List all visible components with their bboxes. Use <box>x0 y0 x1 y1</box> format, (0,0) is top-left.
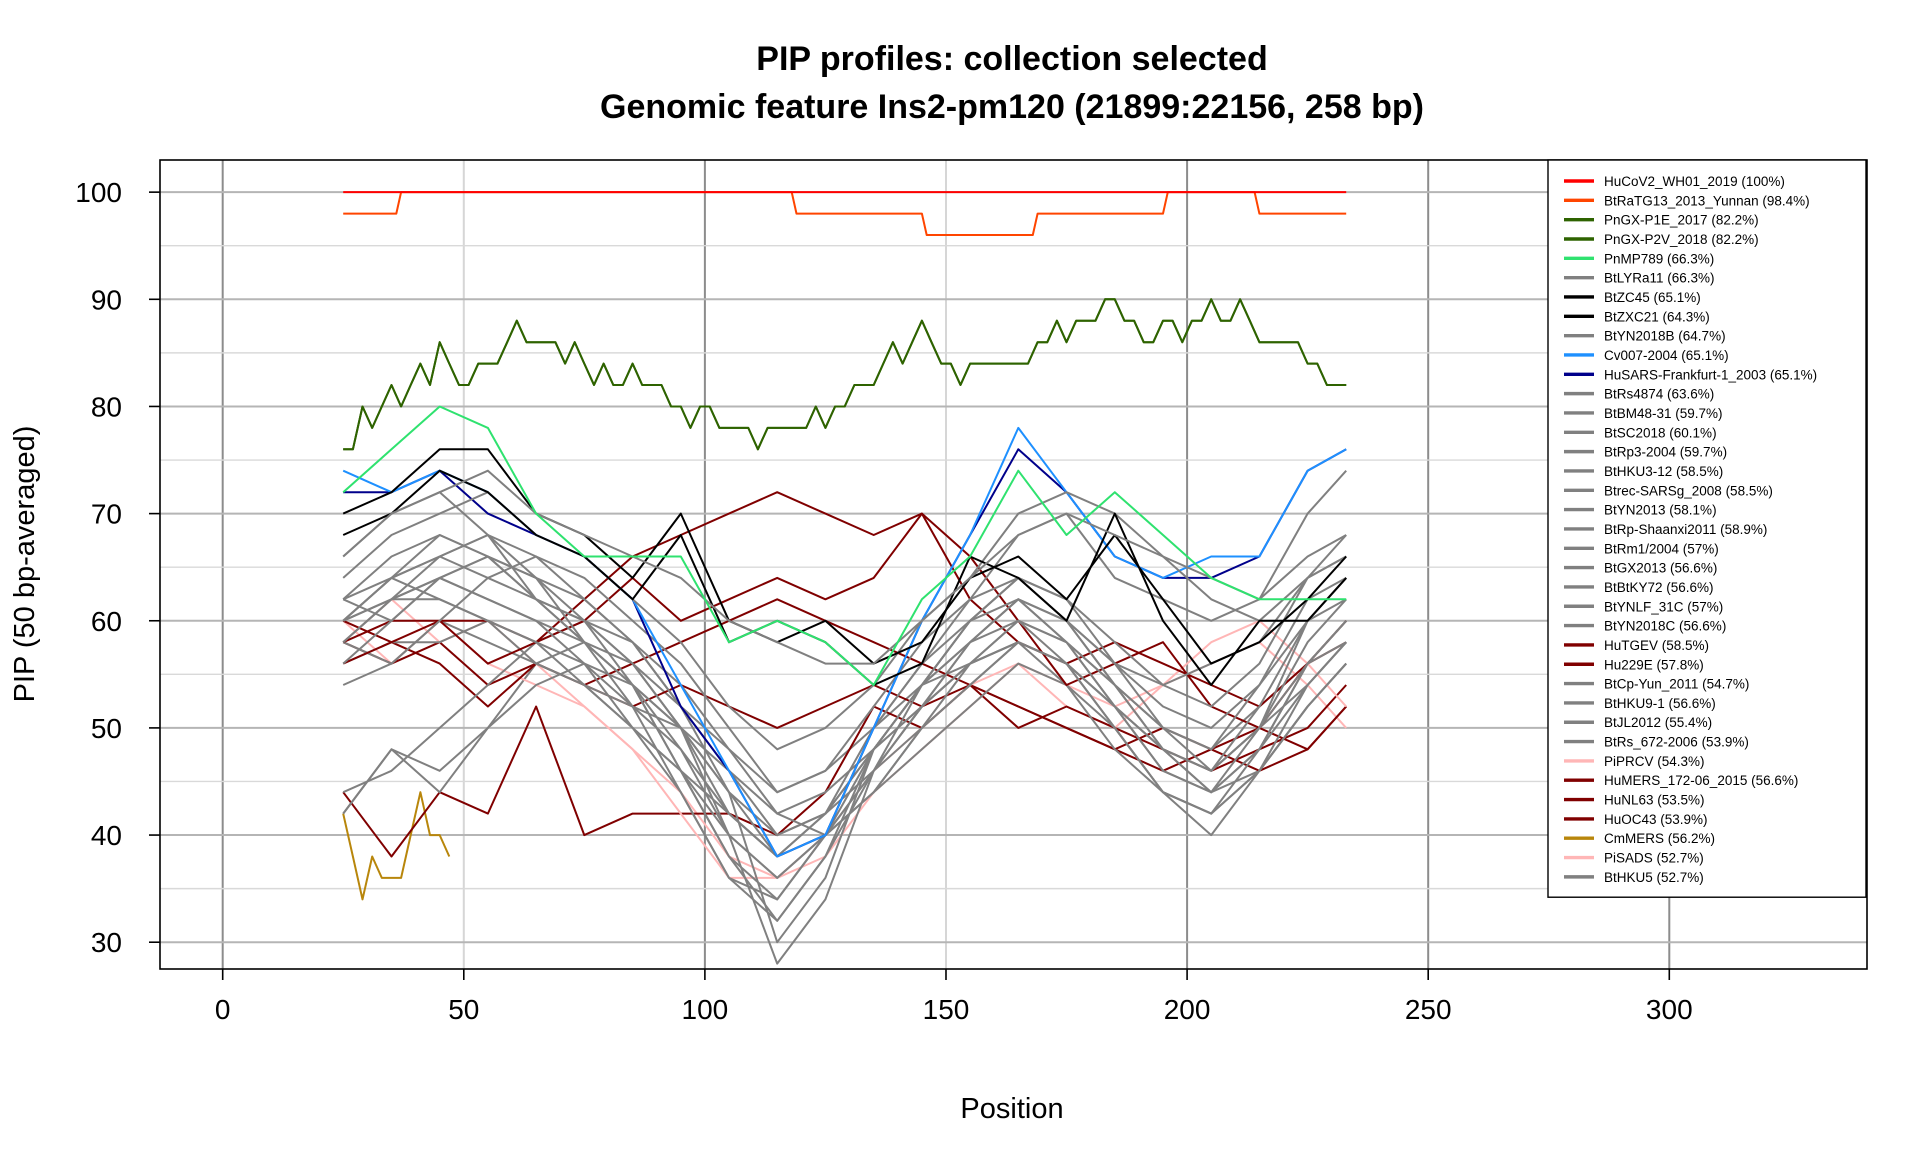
legend-entry: BtRaTG13_2013_Yunnan (98.4%) <box>1604 193 1810 208</box>
series-line <box>343 298 1347 451</box>
legend-entry: BtRs4874 (63.6%) <box>1604 387 1714 402</box>
x-tick-label: 300 <box>1646 994 1693 1025</box>
y-axis-label: PIP (50 bp-averaged) <box>9 426 41 703</box>
legend-entry: PnMP789 (66.3%) <box>1604 251 1714 266</box>
y-tick-label: 90 <box>91 284 122 315</box>
legend-entry: BtYN2018B (64.7%) <box>1604 329 1726 344</box>
legend-entry: BtYN2013 (58.1%) <box>1604 503 1717 518</box>
legend-entry: CmMERS (56.2%) <box>1604 831 1715 846</box>
y-tick-label: 50 <box>91 713 122 744</box>
legend-entry: Btrec-SARSg_2008 (58.5%) <box>1604 483 1773 498</box>
y-tick-label: 100 <box>75 177 122 208</box>
x-tick-label: 150 <box>923 994 970 1025</box>
legend-entry: BtCp-Yun_2011 (54.7%) <box>1604 677 1749 692</box>
legend: HuCoV2_WH01_2019 (100%) BtRaTG13_2013_Yun… <box>1547 159 1867 898</box>
legend-entry: BtYNLF_31C (57%) <box>1604 599 1723 614</box>
legend-entry: HuMERS_172-06_2015 (56.6%) <box>1604 773 1798 788</box>
series-line <box>342 448 1347 665</box>
legend-entry: PiSADS (52.7%) <box>1604 851 1704 866</box>
legend-box <box>1547 159 1867 898</box>
legend-entry: BtHKU5 (52.7%) <box>1604 870 1704 885</box>
x-tick-label: 250 <box>1405 994 1452 1025</box>
legend-entry: Cv007-2004 (65.1%) <box>1604 348 1729 363</box>
legend-entry: BtRm1/2004 (57%) <box>1604 541 1719 556</box>
legend-entry: BtHKU9-1 (56.6%) <box>1604 696 1716 711</box>
series-line <box>342 470 1347 794</box>
legend-entry: BtZC45 (65.1%) <box>1604 290 1701 305</box>
legend-entry: HuOC43 (53.9%) <box>1604 812 1708 827</box>
x-axis-label: Position <box>960 1093 1063 1125</box>
legend-entry: BtZXC21 (64.3%) <box>1604 309 1710 324</box>
legend-entry: Hu229E (57.8%) <box>1604 657 1704 672</box>
series-line <box>342 534 1347 944</box>
legend-entry: BtHKU3-12 (58.5%) <box>1604 464 1723 479</box>
series-line <box>342 555 1347 901</box>
legend-entry: BtRp3-2004 (59.7%) <box>1604 445 1727 460</box>
series-line <box>342 534 1347 965</box>
legend-entry: HuCoV2_WH01_2019 (100%) <box>1604 174 1785 189</box>
legend-entry: BtBtKY72 (56.6%) <box>1604 580 1714 595</box>
legend-entry: HuTGEV (58.5%) <box>1604 638 1709 653</box>
x-tick-label: 50 <box>448 994 479 1025</box>
legend-entry: PnGX-P2V_2018 (82.2%) <box>1604 232 1759 247</box>
legend-entry: PnGX-P1E_2017 (82.2%) <box>1604 213 1759 228</box>
legend-entry: BtJL2012 (55.4%) <box>1604 715 1712 730</box>
series-line <box>342 405 1347 686</box>
x-tick-label: 200 <box>1164 994 1211 1025</box>
legend-entry: BtSC2018 (60.1%) <box>1604 425 1717 440</box>
series-lines <box>342 191 1347 965</box>
legend-entry: BtRs_672-2006 (53.9%) <box>1604 735 1749 750</box>
legend-entry: BtRp-Shaanxi2011 (58.9%) <box>1604 522 1767 537</box>
legend-entry: BtBM48-31 (59.7%) <box>1604 406 1723 421</box>
chart-title: PIP profiles: collection selected <box>756 40 1267 78</box>
legend-entry: BtYN2018C (56.6%) <box>1604 619 1726 634</box>
plot-frame <box>159 159 1868 970</box>
x-tick-label: 0 <box>215 994 231 1025</box>
legend-entry: HuNL63 (53.5%) <box>1604 793 1705 808</box>
axes: 0 50 100 150 200 250 300 30 40 50 60 70 80 90 100 <box>75 177 1692 1025</box>
chart-subtitle: Genomic feature Ins2-pm120 (21899:22156,… <box>600 88 1424 126</box>
y-tick-label: 60 <box>91 606 122 637</box>
x-tick-label: 100 <box>682 994 729 1025</box>
y-tick-label: 70 <box>91 499 122 530</box>
legend-entry: BtGX2013 (56.6%) <box>1604 561 1717 576</box>
legend-entry: BtLYRa11 (66.3%) <box>1604 271 1715 286</box>
y-tick-label: 80 <box>91 391 122 422</box>
legend-entry: PiPRCV (54.3%) <box>1604 754 1705 769</box>
y-tick-label: 30 <box>91 927 122 958</box>
y-tick-label: 40 <box>91 820 122 851</box>
legend-entry: HuSARS-Frankfurt-1_2003 (65.1%) <box>1604 367 1817 382</box>
series-line <box>342 791 451 901</box>
